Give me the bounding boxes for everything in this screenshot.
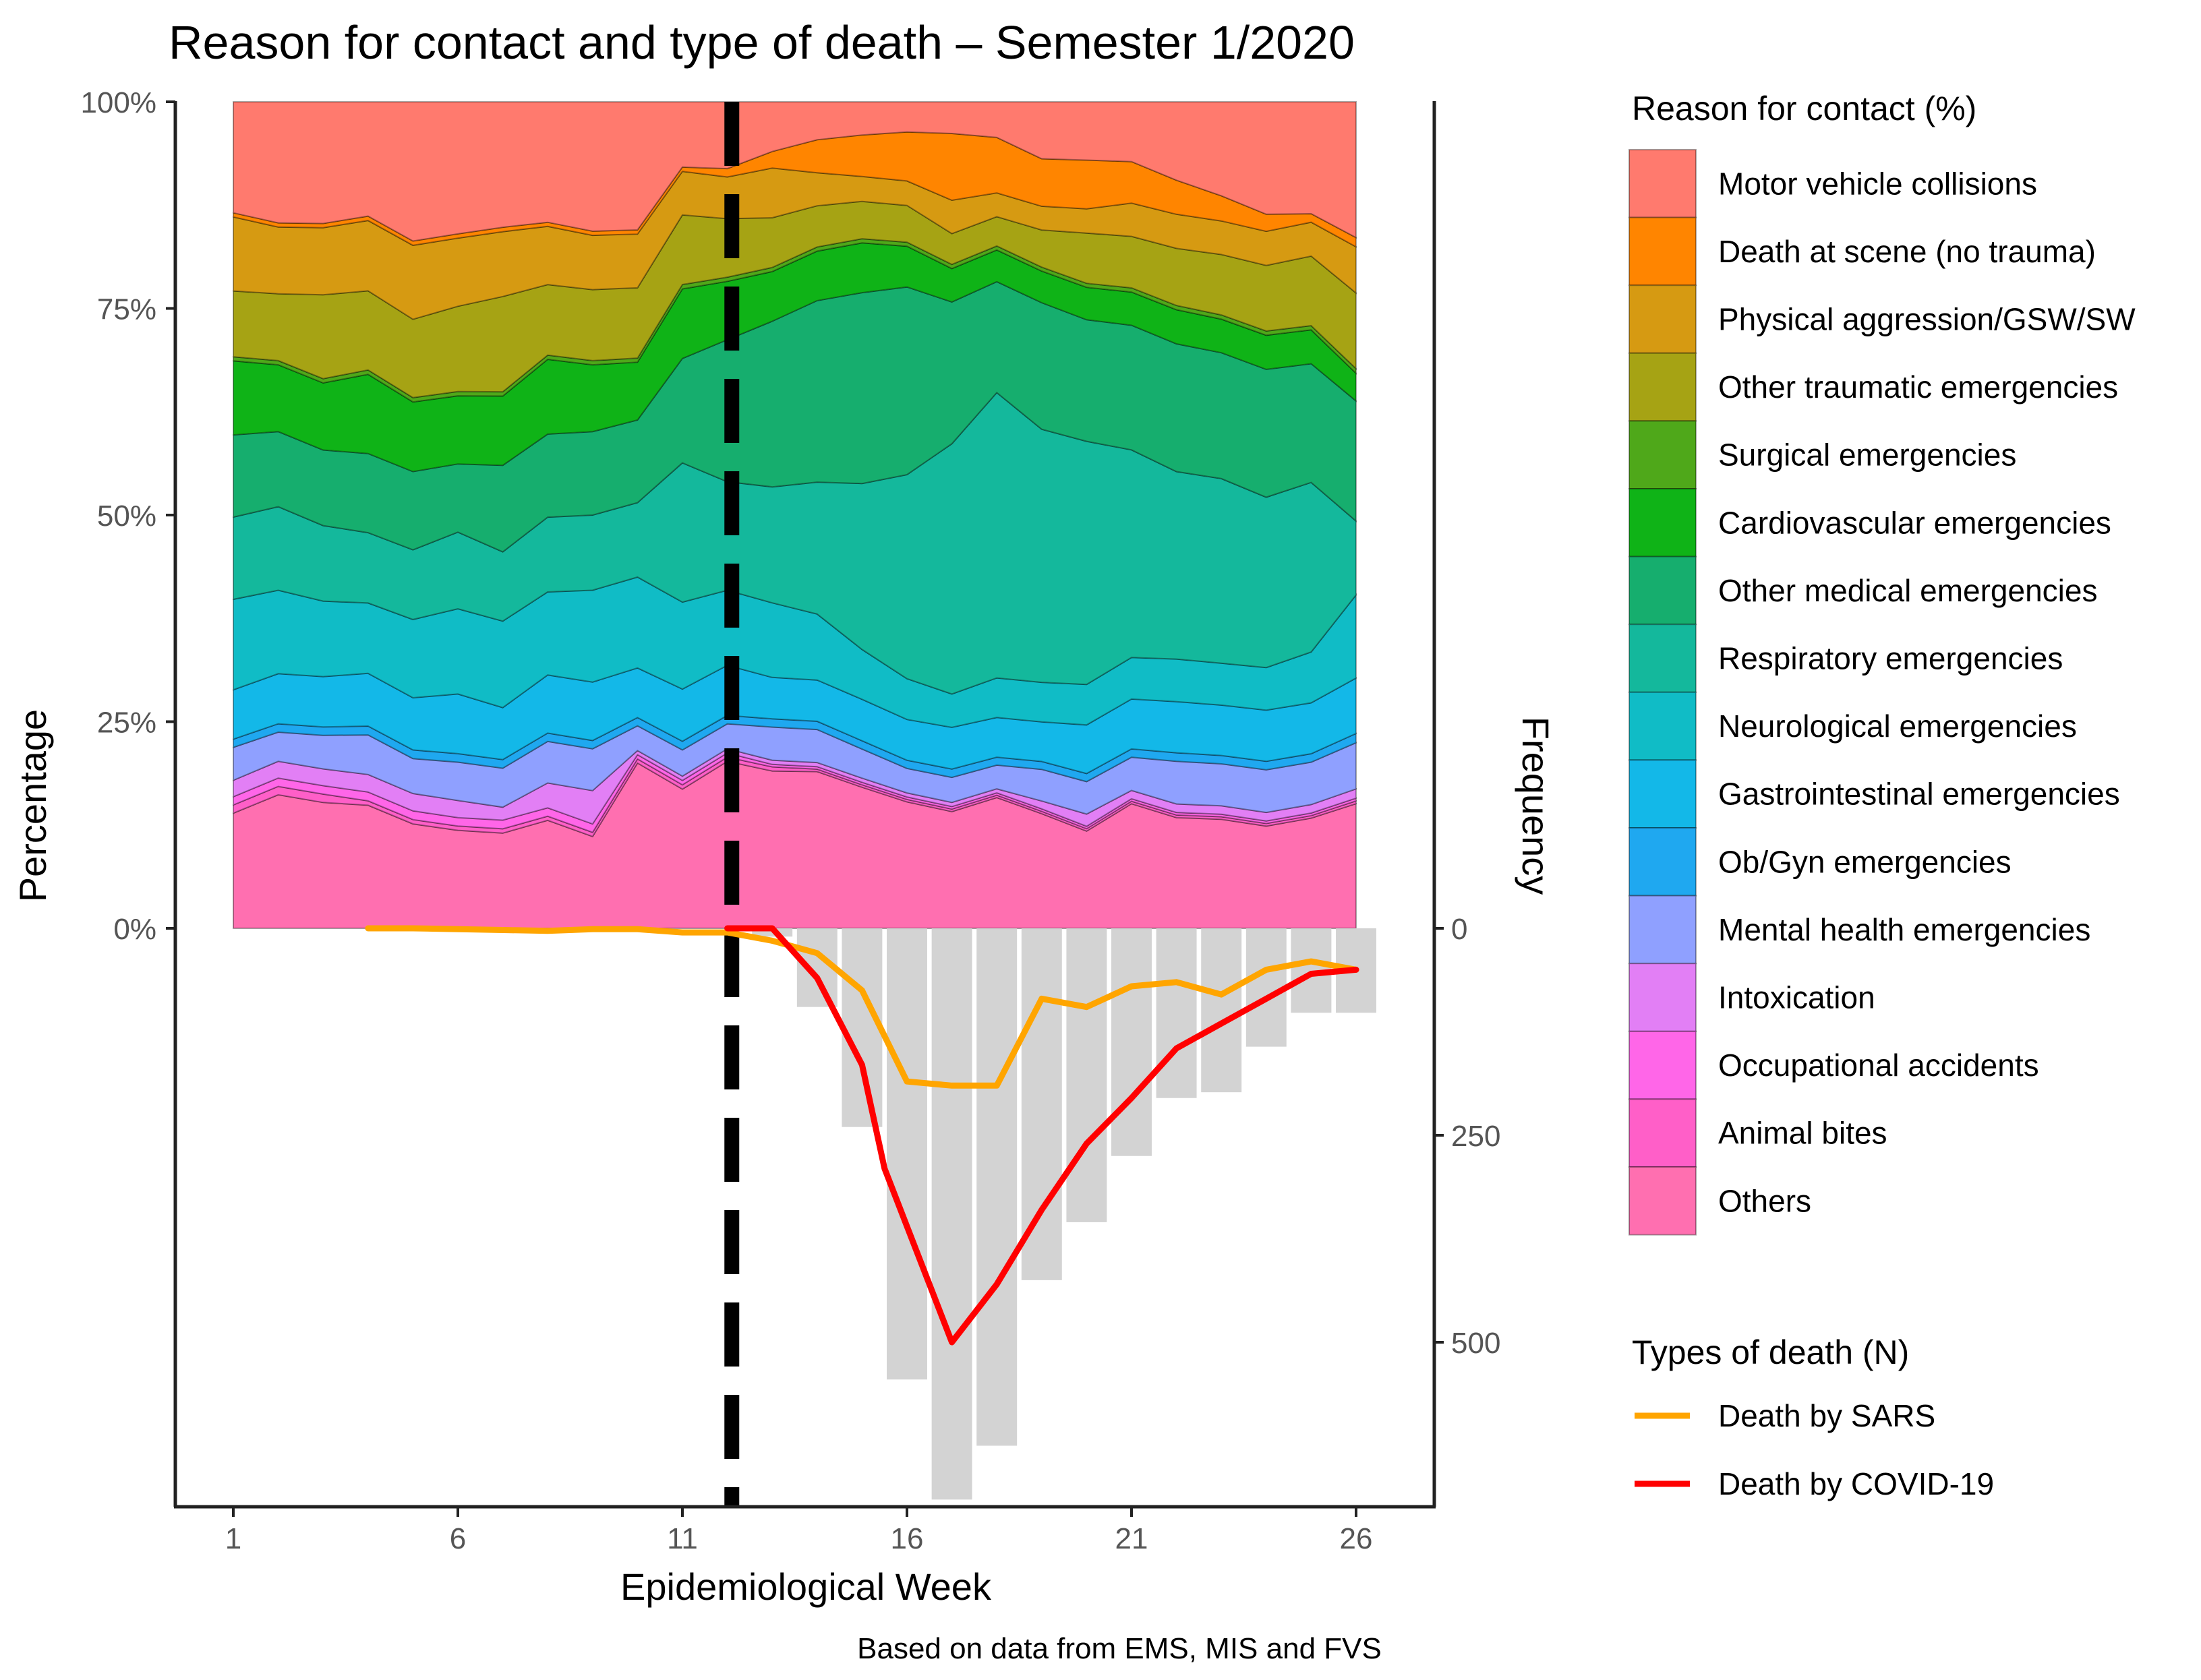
y-tick-right-label: 250 bbox=[1451, 1120, 1500, 1153]
legend-label: Death by SARS bbox=[1718, 1398, 1935, 1433]
area-mental-health-emergencies bbox=[233, 723, 1357, 815]
legend-key-gastrointestinal-emergencies bbox=[1628, 759, 1697, 829]
frequency-bar-week-24 bbox=[1245, 928, 1287, 1047]
frequency-bar-week-22 bbox=[1156, 928, 1197, 1098]
frequency-bar-week-17 bbox=[931, 928, 972, 1500]
frequency-bar-week-18 bbox=[976, 928, 1018, 1446]
frequency-bar-week-20 bbox=[1066, 928, 1107, 1222]
y-ticks-left: 0% 25% 50% 75% 100% bbox=[80, 86, 175, 946]
y-axis-label-left: Percentage bbox=[11, 709, 54, 902]
plot-area bbox=[233, 101, 1376, 1507]
death-lines bbox=[365, 925, 1359, 1346]
legend-key-ob-gyn-emergencies bbox=[1628, 827, 1697, 897]
legend-key-respiratory-emergencies bbox=[1628, 624, 1697, 693]
caption: Based on data from EMS, MIS and FVS bbox=[857, 1632, 1382, 1665]
legend-label: Neurological emergencies bbox=[1718, 709, 2077, 744]
legend-label: Ob/Gyn emergencies bbox=[1718, 844, 2012, 879]
legend-key-others bbox=[1628, 1166, 1697, 1236]
y-tick-right-label: 500 bbox=[1451, 1327, 1500, 1360]
legend-key-surgical-emergencies bbox=[1628, 420, 1697, 490]
frequency-bar-week-23 bbox=[1201, 928, 1242, 1093]
legend-key-physical-aggression-gsw-sw bbox=[1628, 284, 1697, 354]
x-ticks: 1 6 11 16 21 26 bbox=[225, 1507, 1373, 1555]
legend-label: Death by COVID-19 bbox=[1718, 1466, 1994, 1501]
chart-title: Reason for contact and type of death – S… bbox=[169, 16, 1355, 69]
area-animal-bites bbox=[233, 756, 1357, 838]
area-motor-vehicle-collisions bbox=[233, 101, 1357, 242]
legend-label: Physical aggression/GSW/SW bbox=[1718, 302, 2136, 337]
legend-death-title: Types of death (N) bbox=[1632, 1333, 1909, 1371]
legend-contact-title: Reason for contact (%) bbox=[1632, 90, 1976, 127]
legend-label: Occupational accidents bbox=[1718, 1048, 2039, 1083]
legend-label: Other traumatic emergencies bbox=[1718, 369, 2118, 404]
legend-key-animal-bites bbox=[1628, 1098, 1697, 1168]
y-tick-left-label: 25% bbox=[97, 707, 156, 740]
area-respiratory-emergencies bbox=[233, 392, 1357, 695]
legend-label: Cardiovascular emergencies bbox=[1718, 505, 2111, 540]
stacked-areas bbox=[233, 101, 1357, 929]
line-death-by-sars bbox=[365, 925, 1359, 1089]
x-tick-label: 6 bbox=[450, 1522, 466, 1555]
legend-label: Other medical emergencies bbox=[1718, 573, 2097, 608]
frequency-bar-week-21 bbox=[1111, 928, 1152, 1156]
legend-key-death-at-scene-no-trauma- bbox=[1628, 216, 1697, 287]
legend-label: Respiratory emergencies bbox=[1718, 641, 2063, 676]
legend-label: Surgical emergencies bbox=[1718, 438, 2016, 473]
frequency-bar-week-15 bbox=[842, 928, 883, 1127]
x-axis-label: Epidemiological Week bbox=[620, 1565, 992, 1608]
legend-key-mental-health-emergencies bbox=[1628, 895, 1697, 965]
legend-key-neurological-emergencies bbox=[1628, 691, 1697, 761]
y-tick-left-label: 50% bbox=[97, 500, 156, 533]
frequency-bar-week-16 bbox=[887, 928, 927, 1380]
y-tick-right-label: 0 bbox=[1451, 913, 1467, 946]
x-tick-label: 26 bbox=[1340, 1522, 1373, 1555]
y-ticks-right: 0 250 500 bbox=[1434, 913, 1500, 1360]
legend-reason-for-contact: Reason for contact (%) Motor vehicle col… bbox=[1628, 90, 2136, 1236]
y-axis-label-right: Frequency bbox=[1515, 717, 1557, 895]
x-tick-label: 21 bbox=[1115, 1522, 1148, 1555]
legend-label: Others bbox=[1718, 1183, 1811, 1218]
frequency-bar-week-19 bbox=[1021, 928, 1062, 1280]
legend-label: Motor vehicle collisions bbox=[1718, 166, 2037, 201]
legend-types-of-death: Types of death (N) Death by SARS Death by… bbox=[1632, 1333, 1994, 1501]
y-tick-left-label: 0% bbox=[113, 913, 156, 946]
legend-key-occupational-accidents bbox=[1628, 1030, 1697, 1100]
legend-label: Death at scene (no trauma) bbox=[1718, 234, 2096, 269]
y-tick-left-label: 100% bbox=[80, 86, 156, 119]
x-tick-label: 1 bbox=[225, 1522, 241, 1555]
legend-key-motor-vehicle-collisions bbox=[1628, 149, 1697, 218]
legend-key-other-medical-emergencies bbox=[1628, 556, 1697, 626]
legend-key-cardiovascular-emergencies bbox=[1628, 488, 1697, 558]
legend-label: Gastrointestinal emergencies bbox=[1718, 777, 2120, 812]
frequency-bars bbox=[752, 928, 1376, 1500]
legend-key-other-traumatic-emergencies bbox=[1628, 352, 1697, 422]
y-tick-left-label: 75% bbox=[97, 293, 156, 326]
legend-label: Mental health emergencies bbox=[1718, 912, 2090, 947]
x-tick-label: 11 bbox=[667, 1522, 698, 1555]
x-tick-label: 16 bbox=[891, 1522, 924, 1555]
legend-key-intoxication bbox=[1628, 963, 1697, 1032]
line-death-by-covid-19 bbox=[724, 925, 1359, 1346]
legend-label: Animal bites bbox=[1718, 1116, 1887, 1151]
legend-label: Intoxication bbox=[1718, 980, 1875, 1015]
